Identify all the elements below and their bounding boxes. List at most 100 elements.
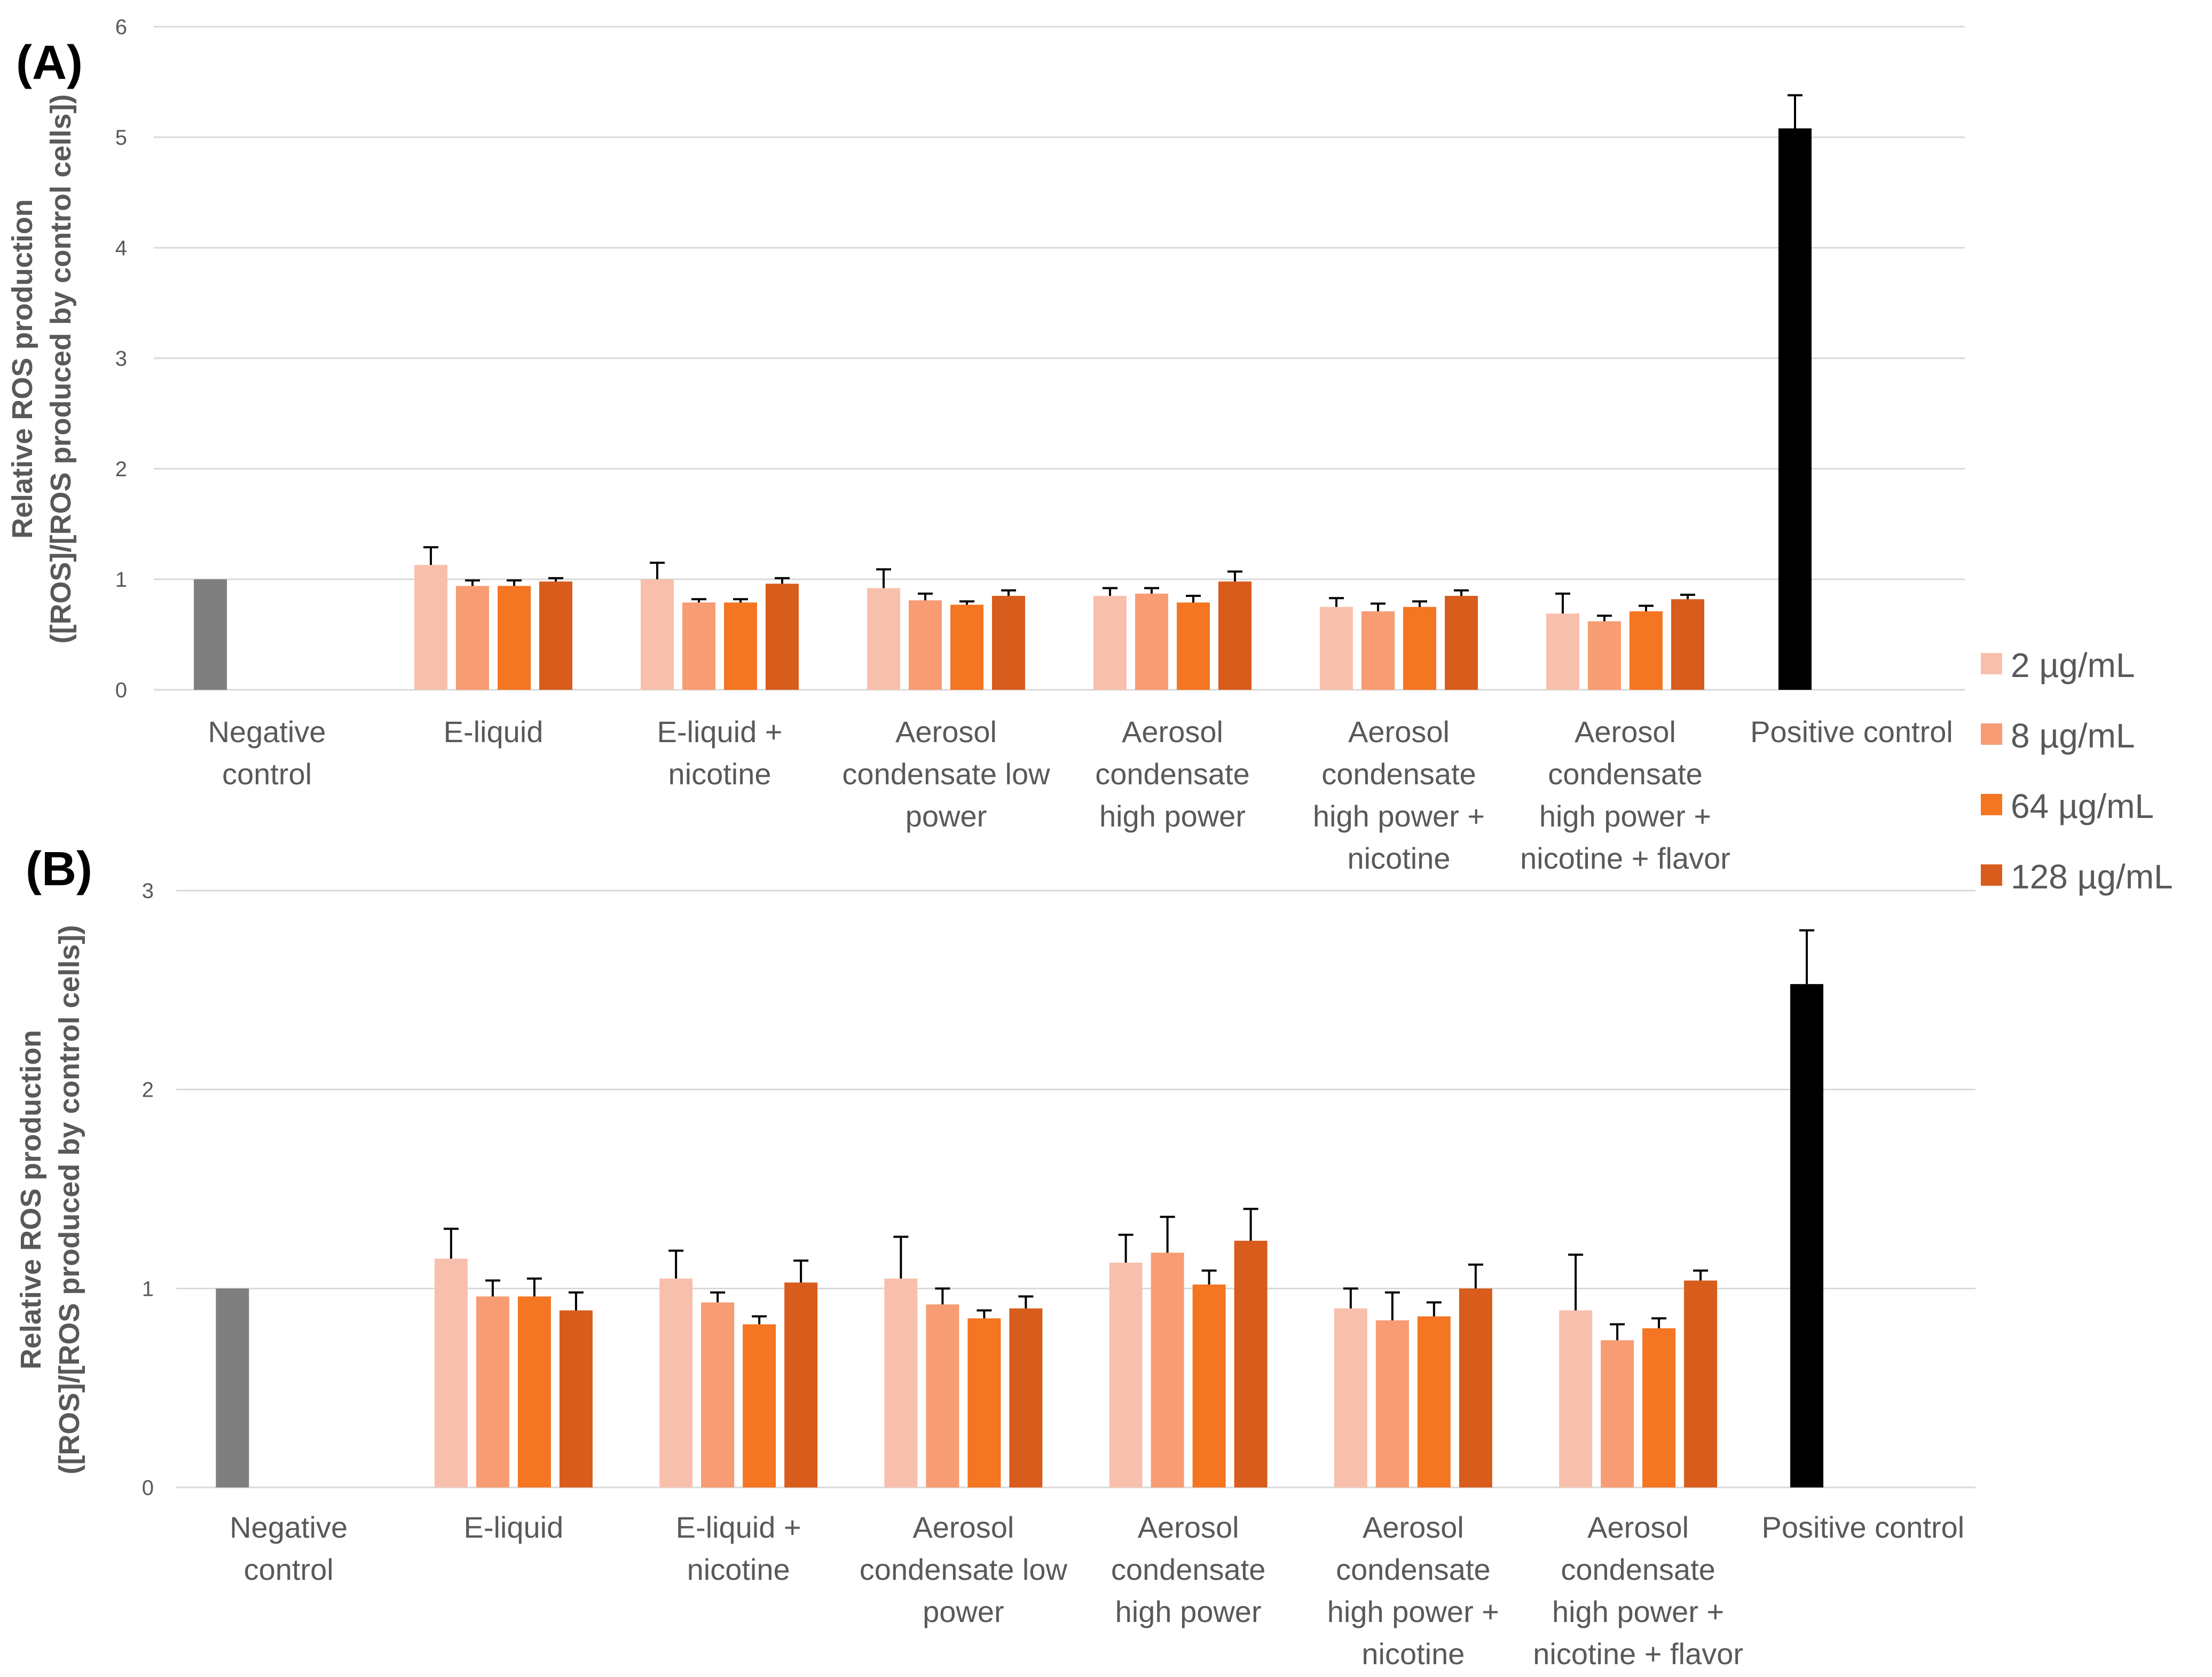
category-label: nicotine bbox=[687, 1553, 790, 1586]
category-label: Negative bbox=[230, 1510, 348, 1544]
bar bbox=[743, 1324, 776, 1487]
bar bbox=[1177, 602, 1210, 690]
bar bbox=[1009, 1308, 1043, 1487]
category-label: E-liquid + bbox=[676, 1510, 801, 1544]
y-tick-label: 2 bbox=[142, 1078, 154, 1102]
error-bar bbox=[1680, 593, 1695, 600]
error-bar bbox=[1610, 1323, 1625, 1341]
category-label: Aerosol bbox=[1363, 1510, 1464, 1544]
bar bbox=[659, 1278, 693, 1487]
error-bar bbox=[1227, 570, 1242, 582]
error-bar bbox=[1371, 602, 1386, 612]
y-axis-label: Relative ROS production bbox=[15, 1030, 47, 1369]
error-bar bbox=[1788, 94, 1802, 129]
category-label: condensate bbox=[1111, 1553, 1266, 1586]
category-label: Aerosol bbox=[1587, 1510, 1689, 1544]
bar bbox=[1109, 1262, 1143, 1487]
bar bbox=[682, 602, 715, 690]
error-bar bbox=[1018, 1295, 1034, 1309]
category-label: nicotine + flavor bbox=[1520, 841, 1730, 875]
y-axis-label: ([ROS]/[ROS produced by control cells]) bbox=[45, 94, 77, 643]
y-tick-label: 3 bbox=[142, 879, 154, 903]
legend-swatch bbox=[1981, 653, 2002, 674]
error-bar bbox=[935, 1287, 950, 1305]
y-tick-label: 2 bbox=[115, 458, 127, 481]
category-label: E-liquid bbox=[444, 715, 544, 749]
bar bbox=[559, 1310, 593, 1487]
category-label: control bbox=[244, 1553, 334, 1586]
error-bar bbox=[710, 1291, 726, 1303]
error-bar bbox=[1454, 589, 1469, 596]
error-bar bbox=[793, 1259, 809, 1283]
category-label: Aerosol bbox=[1348, 715, 1450, 749]
error-bar bbox=[1243, 1208, 1258, 1241]
category-label: high power bbox=[1099, 799, 1246, 833]
y-tick-label: 5 bbox=[115, 126, 127, 149]
error-bar bbox=[1555, 592, 1570, 614]
error-bar bbox=[1426, 1301, 1442, 1317]
bar bbox=[1671, 599, 1704, 690]
bar bbox=[1588, 621, 1621, 690]
bar bbox=[1417, 1316, 1451, 1487]
error-bar bbox=[959, 600, 974, 605]
category-label: condensate bbox=[1548, 757, 1703, 791]
category-label: high power + bbox=[1313, 799, 1485, 833]
y-tick-label: 0 bbox=[142, 1476, 154, 1500]
error-bar bbox=[775, 577, 790, 584]
legend-label: 2 µg/mL bbox=[2011, 646, 2135, 684]
category-label: Aerosol bbox=[1138, 1510, 1239, 1544]
error-bar bbox=[1693, 1269, 1709, 1281]
bar bbox=[216, 1288, 249, 1487]
bar bbox=[456, 586, 489, 690]
y-tick-label: 3 bbox=[115, 347, 127, 371]
category-label: E-liquid + bbox=[657, 715, 782, 749]
bar bbox=[1403, 607, 1436, 690]
error-bar bbox=[1001, 589, 1016, 596]
error-bar bbox=[507, 579, 522, 586]
bar bbox=[992, 596, 1025, 690]
bar bbox=[1093, 596, 1127, 690]
panel-letter: (B) bbox=[26, 843, 92, 896]
category-label: Aerosol bbox=[1575, 715, 1676, 749]
category-label: power bbox=[923, 1595, 1004, 1628]
error-bar bbox=[1329, 597, 1344, 607]
bar bbox=[909, 600, 942, 690]
category-label: Negative bbox=[208, 715, 326, 749]
bar bbox=[867, 588, 900, 690]
error-bar bbox=[1799, 929, 1815, 985]
bar bbox=[539, 581, 572, 690]
category-label: Aerosol bbox=[912, 1510, 1014, 1544]
bar bbox=[1459, 1288, 1492, 1487]
error-bar bbox=[650, 561, 665, 579]
error-bar bbox=[893, 1235, 909, 1279]
error-bar bbox=[691, 598, 706, 603]
bar bbox=[1445, 596, 1478, 690]
category-label: Aerosol bbox=[895, 715, 997, 749]
category-label: nicotine bbox=[668, 757, 771, 791]
legend-label: 64 µg/mL bbox=[2011, 787, 2154, 825]
bar bbox=[1135, 593, 1168, 690]
bar bbox=[1778, 128, 1812, 690]
bar bbox=[701, 1302, 735, 1487]
error-bar bbox=[1468, 1263, 1483, 1289]
bar bbox=[766, 584, 799, 690]
bar bbox=[1684, 1280, 1718, 1487]
category-label: E-liquid bbox=[463, 1510, 563, 1544]
error-bar bbox=[568, 1291, 584, 1311]
category-label: condensate low bbox=[860, 1553, 1068, 1586]
bar bbox=[1334, 1308, 1367, 1487]
error-bar bbox=[876, 568, 891, 588]
bar bbox=[967, 1318, 1001, 1487]
error-bar bbox=[1343, 1287, 1358, 1309]
category-label: nicotine bbox=[1347, 841, 1450, 875]
bar bbox=[950, 604, 983, 690]
error-bar bbox=[526, 1277, 542, 1297]
category-label: control bbox=[222, 757, 312, 791]
bar bbox=[884, 1278, 918, 1487]
category-label: high power + bbox=[1539, 799, 1711, 833]
y-tick-label: 4 bbox=[115, 237, 127, 260]
bar bbox=[1218, 581, 1251, 690]
error-bar bbox=[668, 1249, 684, 1279]
error-bar bbox=[1597, 615, 1612, 621]
